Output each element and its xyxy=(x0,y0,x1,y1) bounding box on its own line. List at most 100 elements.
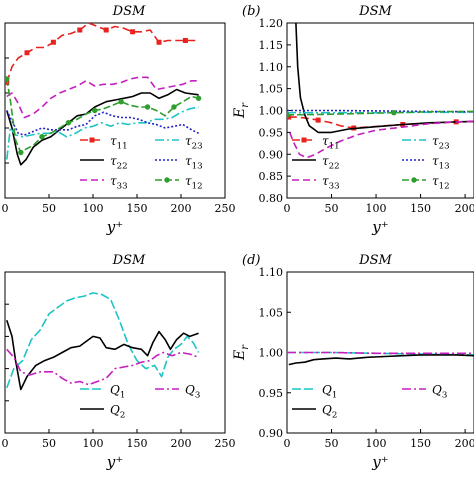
series-marker xyxy=(196,96,201,101)
y-tick-label: 1.20 xyxy=(259,17,284,30)
y-tick-label: 0.95 xyxy=(259,387,284,400)
series-line-5 xyxy=(7,79,199,153)
x-tick-label: 50 xyxy=(325,202,339,215)
x-tick-label: 100 xyxy=(366,202,387,215)
legend-marker xyxy=(302,138,307,143)
x-tick-label: 0 xyxy=(2,437,9,450)
y-tick-label: 1.05 xyxy=(259,83,284,96)
legend-label: τ33 xyxy=(110,174,128,191)
legend-label: Q3 xyxy=(432,383,447,400)
x-tick-label: 200 xyxy=(455,437,474,450)
series-group xyxy=(287,353,474,365)
legend: τ11 τ23 τ22 τ13 τ33 τ12 xyxy=(80,134,203,191)
legend: Q1 Q3 Q2 xyxy=(80,383,200,420)
legend-label: Q2 xyxy=(110,403,125,420)
legend-marker xyxy=(164,177,169,182)
legend-label: Q1 xyxy=(322,383,337,400)
legend-label: τ22 xyxy=(110,154,128,171)
legend-label: τ13 xyxy=(432,154,450,171)
legend-label: τ33 xyxy=(322,174,340,191)
x-axis-label: y⁺ xyxy=(106,218,123,236)
legend-label: τ22 xyxy=(322,154,340,171)
series-marker xyxy=(118,99,123,104)
chart-title: DSM xyxy=(112,4,146,19)
x-tick-label: 250 xyxy=(215,202,236,215)
x-tick-label: 150 xyxy=(127,202,148,215)
series-marker xyxy=(104,28,109,33)
x-tick-label: 0 xyxy=(284,202,291,215)
series-line-1 xyxy=(7,90,199,165)
legend-label: τ11 xyxy=(322,134,340,151)
series-line-1 xyxy=(289,355,474,365)
series-marker xyxy=(77,28,82,33)
legend-label: Q1 xyxy=(110,383,125,400)
series-marker xyxy=(66,120,71,125)
y-tick-label: 1.10 xyxy=(259,266,284,279)
chart-title: DSM xyxy=(358,4,392,19)
y-tick-label: 1.00 xyxy=(259,105,284,118)
x-tick-label: 0 xyxy=(284,437,291,450)
x-tick-label: 100 xyxy=(83,437,104,450)
series-marker xyxy=(171,104,176,109)
series-marker xyxy=(391,110,396,115)
y-tick-label: 0.90 xyxy=(259,427,284,440)
legend-label: τ11 xyxy=(110,134,128,151)
series-marker xyxy=(92,108,97,113)
legend-label: τ23 xyxy=(185,134,203,151)
y-axis-label: Er xyxy=(232,102,251,119)
x-axis-label: y⁺ xyxy=(106,453,123,471)
chart-title: DSM xyxy=(112,253,146,268)
series-line-3 xyxy=(7,107,199,160)
legend-label: Q3 xyxy=(185,383,200,400)
x-tick-label: 100 xyxy=(83,202,104,215)
series-line-2 xyxy=(7,349,199,384)
x-tick-label: 100 xyxy=(366,437,387,450)
series-marker xyxy=(130,29,135,34)
legend-marker xyxy=(411,177,416,182)
series-marker xyxy=(51,40,56,45)
series-group xyxy=(284,23,474,158)
chart-title: DSM xyxy=(358,253,392,268)
x-tick-label: 250 xyxy=(215,437,236,450)
x-tick-label: 200 xyxy=(455,202,474,215)
legend-label: τ12 xyxy=(432,174,450,191)
legend-label: τ12 xyxy=(185,174,203,191)
series-group xyxy=(7,293,199,390)
series-group xyxy=(4,23,201,165)
x-tick-label: 200 xyxy=(171,437,192,450)
y-tick-label: 0.95 xyxy=(259,126,284,139)
series-marker xyxy=(316,118,321,123)
x-axis-label: y⁺ xyxy=(371,453,388,471)
x-tick-label: 150 xyxy=(410,437,431,450)
y-ticks: 0.900.951.001.051.10 xyxy=(259,266,292,440)
series-marker xyxy=(183,38,188,43)
legend-label: Q2 xyxy=(322,403,337,420)
series-marker xyxy=(157,40,162,45)
series-line-1 xyxy=(296,23,474,132)
x-tick-label: 50 xyxy=(42,437,56,450)
y-tick-label: 1.10 xyxy=(259,61,284,74)
y-tick-label: 0.85 xyxy=(259,170,284,183)
y-tick-label: 1.00 xyxy=(259,347,284,360)
y-tick-label: 1.15 xyxy=(259,39,284,52)
series-line-0 xyxy=(7,23,199,83)
series-marker xyxy=(18,150,23,155)
legend-label: τ13 xyxy=(185,154,203,171)
y-axis-label: Er xyxy=(232,344,251,361)
x-axis-label: y⁺ xyxy=(371,218,388,236)
legend-marker xyxy=(90,138,95,143)
x-tick-label: 50 xyxy=(325,437,339,450)
x-tick-label: 50 xyxy=(42,202,56,215)
x-ticks: 0 50 100 150 200 xyxy=(284,429,474,450)
series-marker xyxy=(145,104,150,109)
x-tick-label: 0 xyxy=(2,202,9,215)
series-marker xyxy=(25,50,30,55)
